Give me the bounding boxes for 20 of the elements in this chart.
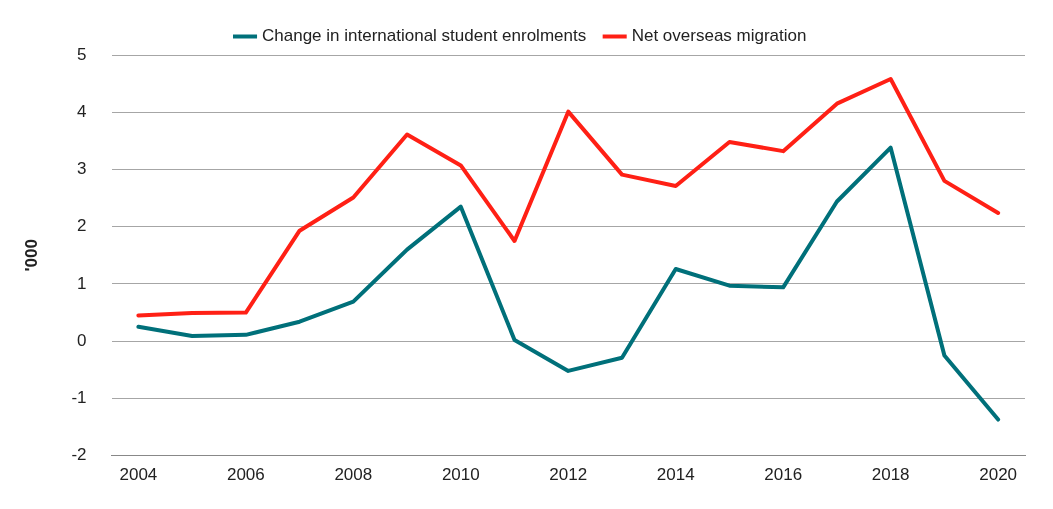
- y-tick-label: 4: [77, 101, 87, 121]
- x-tick-label: 2010: [441, 465, 480, 485]
- y-tick-label: 1: [77, 273, 87, 293]
- x-tick-label: 2016: [764, 465, 803, 485]
- x-tick-label: 2012: [549, 465, 588, 485]
- y-tick-label: -1: [71, 388, 87, 408]
- y-tick-label: 2: [77, 216, 87, 236]
- y-tick-label: -2: [71, 445, 87, 465]
- x-tick-label: 2008: [334, 465, 373, 485]
- y-tick-label: 5: [77, 44, 87, 64]
- y-axis-title: '000: [21, 239, 41, 272]
- y-tick-label: 0: [77, 330, 87, 350]
- y-tick-label: 3: [77, 159, 87, 179]
- legend-label: Change in international student enrolments: [262, 26, 587, 46]
- x-tick-label: 2020: [979, 465, 1018, 485]
- x-tick-label: 2004: [119, 465, 158, 485]
- x-tick-label: 2014: [656, 465, 695, 485]
- legend-label: Net overseas migration: [631, 26, 807, 46]
- x-tick-label: 2018: [871, 465, 910, 485]
- x-tick-label: 2006: [226, 465, 265, 485]
